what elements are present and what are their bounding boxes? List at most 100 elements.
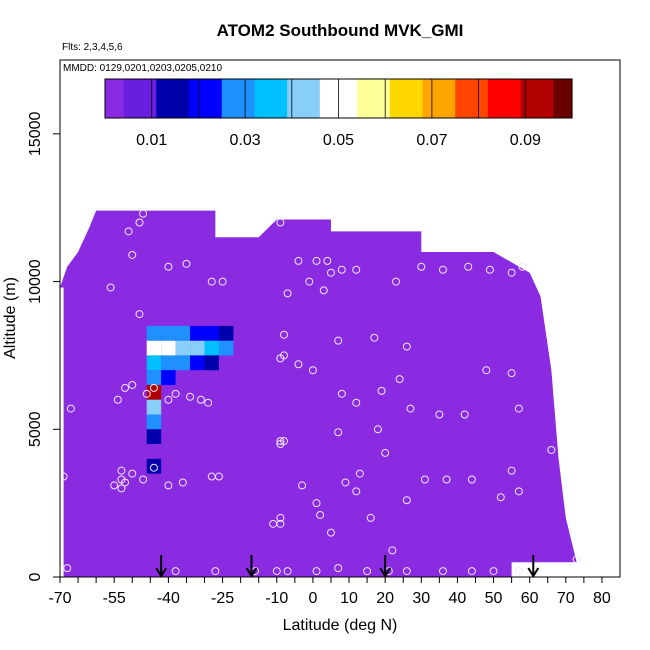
obs-point <box>402 496 411 505</box>
obs-point <box>355 469 364 478</box>
colorbar-segment <box>147 79 153 118</box>
obs-point <box>294 360 303 369</box>
obs-point <box>211 567 220 576</box>
obs-point <box>460 410 469 419</box>
colorbar-segment <box>305 79 312 118</box>
obs-point <box>381 448 390 457</box>
colorbar-segment <box>553 79 559 118</box>
colorbar-segment <box>133 79 139 118</box>
colorbar-segment <box>198 79 204 118</box>
flight-arrow-head <box>245 567 258 578</box>
obs-point <box>283 289 292 298</box>
obs-point <box>121 383 130 392</box>
obs-point <box>280 330 288 339</box>
obs-point <box>334 336 343 345</box>
obs-point <box>171 389 180 398</box>
colorbar-segment <box>119 79 125 118</box>
colorbar-segment <box>193 79 199 118</box>
obs-point <box>334 428 343 437</box>
obs-point <box>218 277 227 286</box>
obs-point <box>171 567 180 576</box>
x-tick-label: 10 <box>340 590 358 607</box>
colorbar-tick-label: 0.01 <box>136 132 167 149</box>
colorbar-segment <box>534 79 540 118</box>
obs-point <box>139 209 148 218</box>
colorbar: 0.01 0.03 0.05 0.07 0.09 <box>104 78 573 149</box>
colorbar-segment <box>506 79 512 118</box>
colorbar-segment <box>109 79 115 118</box>
colorbar-segment <box>170 79 176 118</box>
colorbar-segment <box>249 79 256 118</box>
colorbar-segment <box>431 79 438 118</box>
obs-point <box>417 262 426 271</box>
colorbar-segment <box>492 79 498 118</box>
colorbar-segment <box>399 79 405 118</box>
y-tick-label: 0 <box>27 572 44 581</box>
heatmap-cell <box>190 325 205 341</box>
colorbar-tick-label: 0.03 <box>230 132 261 149</box>
colorbar-segment <box>273 79 279 118</box>
colorbar-segment <box>212 79 218 118</box>
x-tick-label: -10 <box>265 590 288 607</box>
colorbar-segment <box>539 79 545 118</box>
obs-point <box>507 268 516 277</box>
colorbar-segment <box>413 79 419 118</box>
colorbar-segment <box>497 79 503 118</box>
colorbar-segment <box>263 79 270 118</box>
y-axis-label: Altitude (m) <box>2 277 19 359</box>
obs-point <box>514 567 523 576</box>
x-axis-label: Latitude (deg N) <box>283 617 398 634</box>
heatmap-cell <box>146 414 162 430</box>
obs-point <box>406 404 415 413</box>
heatmap-cell <box>161 340 176 356</box>
colorbar-segment <box>347 79 354 118</box>
heatmap-cell <box>161 370 176 385</box>
heatmap-cell <box>218 340 234 356</box>
obs-point <box>467 567 476 576</box>
obs-point <box>388 546 397 555</box>
colorbar-segment <box>427 79 433 118</box>
y-axis: 0 5000 10000 15000 <box>27 112 60 581</box>
colorbar-segment <box>361 79 368 118</box>
obs-point <box>438 567 447 576</box>
colorbar-segment <box>231 79 237 118</box>
mmdd-annotation: MMDD: 0129,0201,0203,0205,0210 <box>63 63 222 74</box>
y-tick-label: 15000 <box>27 112 44 157</box>
heatmap-cell <box>161 355 176 371</box>
colorbar-segment <box>221 79 228 118</box>
colorbar-segment <box>296 79 302 118</box>
obs-point <box>392 277 400 286</box>
obs-point <box>420 475 429 484</box>
heatmap-cell <box>146 340 162 356</box>
obs-point <box>269 519 278 528</box>
colorbar-segment <box>543 79 550 118</box>
colorbar-tick-label: 0.09 <box>510 132 541 149</box>
heatmap-cell <box>161 325 176 341</box>
obs-point <box>363 567 372 576</box>
obs-point <box>128 469 137 478</box>
colorbar-segment <box>562 79 568 118</box>
x-tick-label: 20 <box>376 590 394 607</box>
x-tick-label: -40 <box>157 590 180 607</box>
obs-point <box>110 481 119 490</box>
obs-point <box>294 256 303 265</box>
obs-point <box>128 380 137 389</box>
obs-point <box>276 513 285 522</box>
heatmap-cell <box>146 355 162 371</box>
heatmap-cell <box>204 340 219 356</box>
colorbar-frame <box>104 78 573 119</box>
flights-annotation: Flts: 2,3,4,5,6 <box>62 42 123 53</box>
colorbar-segment <box>165 79 171 118</box>
obs-point <box>496 493 505 502</box>
obs-point <box>276 218 285 227</box>
obs-point <box>298 481 307 490</box>
obs-point <box>272 567 281 576</box>
heatmap-cell <box>190 340 205 356</box>
obs-point <box>149 463 158 472</box>
colorbar-segment <box>371 79 377 118</box>
obs-point <box>402 567 411 576</box>
heatmap-cell <box>175 355 191 371</box>
colorbar-segment <box>189 79 195 118</box>
obs-point <box>370 333 379 342</box>
